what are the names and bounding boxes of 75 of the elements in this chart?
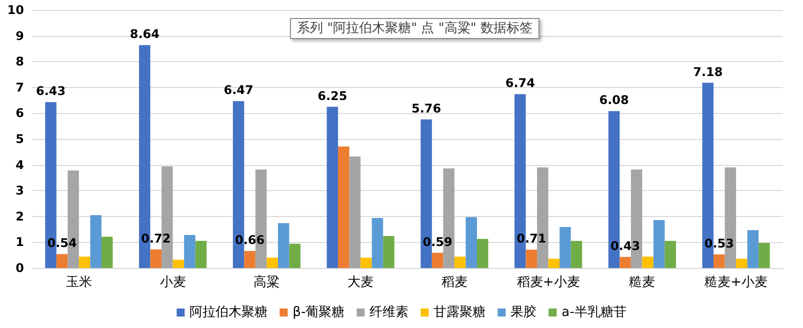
annotation: 系列 "阿拉伯木聚糖" 点 "高粱" 数据标签: [297, 20, 532, 36]
bar: [78, 256, 90, 268]
data-label: 7.18: [693, 64, 723, 79]
bar: [736, 258, 748, 268]
data-label: 0.59: [422, 234, 452, 249]
x-tick-label: 糙麦: [629, 275, 656, 290]
bar: [101, 236, 113, 268]
bar: [653, 220, 665, 268]
bar: [466, 217, 477, 268]
bar: [278, 223, 290, 268]
x-tick-label: 小麦: [160, 275, 186, 290]
bar: [747, 230, 759, 268]
data-label: 0.72: [141, 231, 171, 246]
y-tick-label: 9: [16, 28, 24, 43]
bar: [184, 234, 196, 268]
data-label: 0.54: [47, 236, 77, 250]
bar: [266, 258, 278, 268]
bar: [620, 256, 631, 268]
data-label: 8.64: [130, 27, 160, 42]
y-tick-label: 7: [16, 80, 24, 94]
legend-label: 阿拉伯木聚糖: [190, 305, 268, 320]
bar: [349, 156, 361, 268]
y-tick-label: 0: [16, 261, 24, 275]
legend-label: 纤维素: [370, 305, 409, 320]
x-tick-label: 玉米: [66, 275, 92, 290]
bar: [244, 250, 256, 268]
bar: [372, 218, 384, 268]
legend-label: a-半乳糖苷: [562, 305, 626, 320]
y-tick-label: 1: [16, 235, 24, 250]
x-tick-label: 糙麦+小麦: [704, 275, 768, 290]
y-tick-label: 2: [16, 209, 24, 224]
x-tick-label: 稻麦: [441, 275, 468, 290]
bar: [195, 240, 207, 268]
y-tick-label: 3: [16, 184, 24, 198]
bar: [642, 256, 654, 268]
data-label: 0.43: [610, 238, 640, 253]
data-label: 6.47: [224, 83, 254, 98]
x-tick-label: 高粱: [254, 274, 280, 290]
bar: [570, 240, 582, 268]
bar: [150, 249, 162, 268]
y-tick-label: 6: [16, 106, 24, 120]
bar: [454, 256, 466, 268]
bar: [526, 250, 538, 268]
data-label: 0.66: [234, 232, 265, 247]
x-tick-label: 大麦: [348, 275, 374, 290]
data-label: 5.76: [411, 101, 442, 116]
data-label: 0.71: [516, 232, 546, 246]
legend-label: 甘露聚糖: [434, 305, 486, 320]
bar: [289, 244, 300, 268]
bar: [548, 258, 560, 268]
bar: [172, 260, 184, 268]
bar: [714, 254, 725, 268]
bar: [90, 215, 102, 268]
bar: [360, 258, 372, 268]
bar: [383, 236, 394, 268]
y-tick-label: 5: [16, 132, 24, 146]
bar: [326, 106, 338, 268]
y-tick-label: 8: [16, 54, 24, 69]
data-label: 6.74: [505, 76, 535, 90]
data-label: 6.43: [36, 84, 66, 98]
data-label: 0.53: [704, 236, 734, 250]
bar: [476, 238, 488, 268]
legend-label: 果胶: [510, 305, 537, 320]
bar: [758, 242, 770, 268]
bar: [432, 252, 444, 268]
y-tick-label: 10: [7, 3, 24, 17]
data-label: 6.25: [318, 88, 348, 103]
x-tick-label: 稻麦+小麦: [516, 275, 580, 290]
bar: [338, 146, 350, 268]
legend-label: β-葡聚糖: [292, 305, 345, 320]
bar: [664, 240, 676, 268]
bar: [56, 254, 68, 268]
y-tick-label: 4: [16, 158, 24, 172]
data-label: 6.08: [599, 93, 629, 108]
bar: [560, 226, 571, 268]
